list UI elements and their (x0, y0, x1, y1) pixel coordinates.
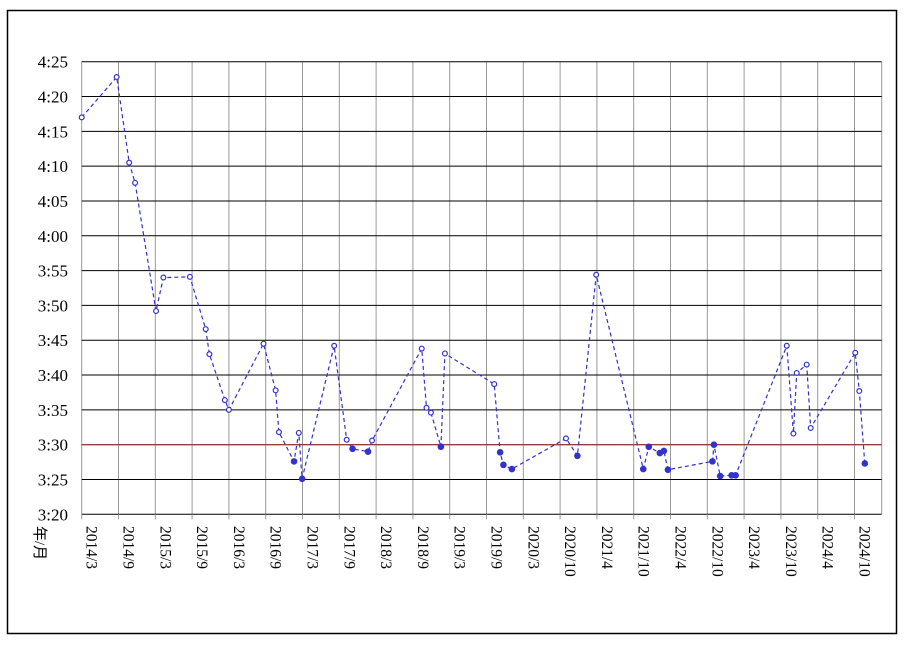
data-point-open (221, 397, 228, 404)
x-axis-labels: 2014/3 2014/9 2015/3 2015/9 2016/3 2016/9 2017… (83, 526, 873, 577)
y-tick-label: 4:10 (38, 157, 68, 176)
data-point-filled (716, 472, 724, 480)
data-point-filled (645, 443, 653, 451)
data-point-open (441, 350, 448, 357)
data-point-open (491, 381, 498, 388)
data-point-open (418, 345, 425, 352)
y-tick-label: 4:25 (38, 53, 68, 72)
data-point-filled (349, 445, 356, 453)
data-point-open (272, 387, 279, 394)
data-point-open (793, 369, 800, 376)
x-tick-label: 2018/3 (377, 526, 394, 569)
data-point-open (160, 274, 167, 281)
data-point-open (369, 437, 376, 444)
y-tick-label: 3:20 (38, 505, 68, 524)
data-point-filled (364, 448, 372, 455)
y-tick-label: 3:55 (38, 262, 68, 281)
data-point-filled (500, 461, 507, 469)
data-point-open (593, 271, 600, 278)
x-tick-label: 2015/3 (156, 526, 173, 569)
x-axis-title: 年/月 (31, 526, 48, 560)
x-tick-label: 2016/3 (230, 526, 247, 569)
y-tick-label: 3:30 (38, 436, 68, 455)
x-tick-label: 2016/9 (267, 526, 284, 569)
data-point-open (275, 429, 282, 436)
data-point-open (113, 74, 120, 81)
data-point-filled (732, 472, 739, 479)
data-point-filled (664, 466, 672, 474)
data-point-open (427, 409, 434, 416)
y-tick-label: 3:45 (38, 331, 68, 350)
data-point-filled (639, 465, 647, 473)
data-point-filled (574, 452, 581, 460)
data-point-open (126, 159, 133, 166)
x-tick-label: 2018/9 (414, 526, 431, 569)
horizontal-gridlines (81, 61, 882, 515)
y-tick-label: 3:40 (38, 366, 68, 385)
x-tick-label: 2014/9 (120, 526, 137, 569)
data-point-open (295, 429, 302, 436)
y-tick-label: 3:25 (38, 470, 68, 489)
x-axis-ticks (81, 514, 855, 520)
data-point-filled (709, 458, 716, 465)
y-tick-label: 4:15 (38, 122, 68, 141)
data-point-open (343, 436, 350, 443)
x-tick-label: 2024/10 (856, 526, 873, 577)
y-tick-label: 4:00 (38, 227, 68, 246)
x-tick-label: 2023/10 (782, 526, 799, 577)
data-point-open (562, 435, 569, 442)
data-point-filled (508, 465, 516, 473)
y-axis-labels: 4:25 4:20 4:15 4:10 4:05 4:00 3:55 3:50 3:45 3:40… (38, 53, 68, 525)
data-point-filled (496, 449, 504, 456)
data-point-open (186, 273, 193, 280)
data-point-filled (298, 475, 306, 483)
data-point-open (78, 114, 85, 121)
data-point-open (132, 179, 139, 186)
time-series-line (81, 75, 866, 479)
data-point-filled (861, 460, 869, 467)
data-point-open (153, 307, 160, 314)
x-tick-label: 2021/4 (598, 526, 615, 569)
x-tick-label: 2017/9 (340, 526, 357, 569)
y-tick-label: 4:20 (38, 88, 68, 107)
y-tick-label: 4:05 (38, 192, 68, 211)
data-point-filled (437, 443, 445, 451)
x-tick-label: 2022/10 (708, 526, 725, 577)
data-point-open (790, 430, 797, 437)
data-point-open (852, 349, 859, 356)
vertical-gridlines (81, 61, 883, 515)
x-tick-label: 2023/4 (745, 526, 762, 569)
data-point-open (331, 342, 338, 349)
data-point-open (856, 388, 863, 395)
x-tick-label: 2017/3 (304, 526, 321, 569)
x-tick-label: 2021/10 (635, 526, 652, 577)
data-point-filled (660, 447, 668, 455)
data-point-open (423, 404, 430, 411)
data-point-open (202, 326, 209, 333)
time-series (78, 74, 869, 483)
data-point-open (260, 340, 267, 347)
x-tick-label: 2020/10 (561, 526, 578, 577)
data-point-open (807, 424, 814, 431)
x-tick-label: 2015/9 (193, 526, 210, 569)
data-point-open (225, 406, 232, 413)
x-tick-label: 2022/4 (672, 526, 689, 569)
data-point-filled (290, 458, 298, 465)
data-point-open (206, 351, 213, 358)
x-tick-label: 2019/3 (451, 526, 468, 569)
x-tick-label: 2019/9 (488, 526, 505, 569)
y-tick-label: 3:50 (38, 296, 68, 315)
x-tick-label: 2024/4 (819, 526, 836, 569)
y-tick-label: 3:35 (38, 401, 68, 420)
x-tick-label: 2014/3 (83, 526, 100, 569)
data-point-open (783, 342, 790, 349)
x-tick-label: 2020/3 (524, 526, 541, 569)
data-point-filled (710, 441, 718, 448)
data-point-open (803, 361, 810, 368)
